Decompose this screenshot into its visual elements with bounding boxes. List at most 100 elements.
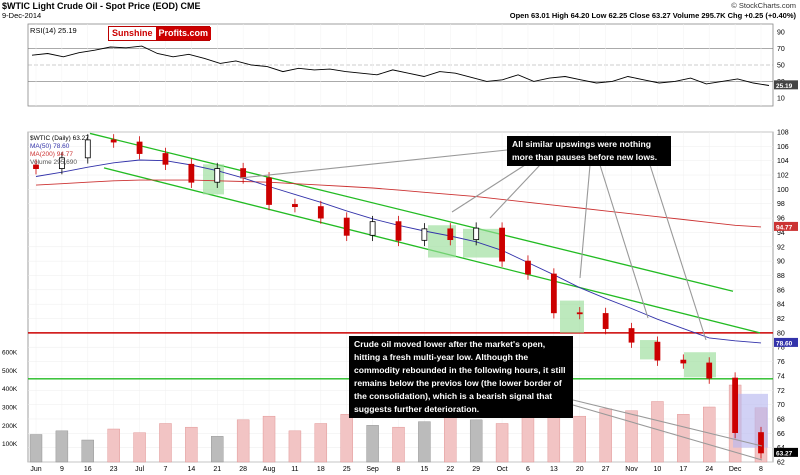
volume-bar — [288, 430, 302, 463]
rsi-last-tag: 25.19 — [776, 83, 793, 90]
price-tick-label: 104 — [777, 158, 789, 165]
price-tick-label: 98 — [777, 201, 785, 208]
volume-bar — [55, 430, 69, 463]
price-legend-item-2: MA(200) 94.77 — [30, 151, 73, 158]
annotation-pointer — [239, 149, 508, 179]
candle-body — [447, 228, 454, 241]
price-tick-label: 102 — [777, 173, 789, 180]
x-tick-label: Aug — [263, 466, 276, 473]
price-tick-label: 84 — [777, 302, 785, 309]
x-tick-label: Jul — [135, 466, 144, 473]
price-tick-label: 108 — [777, 130, 789, 137]
volume-bar — [625, 410, 638, 463]
x-tick-label: 13 — [550, 466, 558, 473]
price-tick-label: 80 — [777, 330, 785, 337]
annotation-pointer — [599, 164, 649, 319]
candle-body — [84, 139, 91, 159]
x-tick-label: Oct — [497, 466, 508, 473]
x-tick-label: 10 — [654, 466, 662, 473]
volume-tick-label: 500K — [2, 368, 18, 375]
annotation-pointer — [451, 164, 526, 213]
price-tick-label: 70 — [777, 402, 785, 409]
candle-body — [525, 260, 531, 275]
volume-bar — [262, 415, 276, 463]
candle-body — [654, 341, 661, 361]
candle-body — [292, 204, 298, 208]
candle-body — [628, 328, 635, 343]
volume-tick-label: 100K — [2, 441, 18, 448]
volume-bar — [469, 419, 483, 463]
chart-header: $WTIC Light Crude Oil - Spot Price (EOD)… — [0, 0, 800, 22]
volume-bar — [81, 439, 94, 463]
volume-bar — [366, 425, 379, 463]
price-tick-label: 96 — [777, 216, 785, 223]
price-tick-label: 74 — [777, 373, 785, 380]
rsi-tick-label: 50 — [777, 63, 785, 70]
price-tick-label: 72 — [777, 388, 785, 395]
logo-part-2: Profits.com — [155, 27, 212, 40]
volume-bar — [159, 423, 172, 463]
volume-bar — [107, 428, 120, 463]
volume-tick-label: 400K — [2, 386, 18, 393]
annotation-pointer — [572, 399, 763, 447]
volume-bar — [418, 421, 431, 463]
x-tick-label: 23 — [110, 466, 118, 473]
volume-bar — [211, 436, 224, 463]
candle-body — [473, 227, 480, 241]
rsi-tick-label: 10 — [777, 95, 785, 102]
price-tick-label: 62 — [777, 460, 785, 467]
price-tick-label: 90 — [777, 259, 785, 266]
x-tick-label: 24 — [705, 466, 713, 473]
volume-bar — [599, 408, 612, 463]
consolidation-box — [640, 340, 658, 360]
ma200-line — [35, 179, 762, 228]
volume-bar — [29, 434, 43, 463]
price-tick-label: 88 — [777, 273, 785, 280]
source-credit: © StockCharts.com — [731, 1, 796, 10]
candle-body — [732, 377, 739, 433]
rsi-label: RSI(14) 25.19 — [30, 26, 77, 35]
x-tick-label: 11 — [291, 466, 298, 473]
channel-upper — [89, 132, 734, 292]
price-tick-label: 100 — [777, 187, 789, 194]
annotation-pointer — [579, 164, 591, 279]
candle-body — [266, 177, 272, 205]
close-last-tag-bg — [774, 447, 798, 457]
rsi-tick-label: 70 — [777, 46, 785, 53]
volume-tick-label: 300K — [2, 405, 18, 412]
x-tick-label: 18 — [317, 466, 325, 473]
volume-bar — [495, 423, 509, 463]
x-tick-label: 21 — [213, 466, 221, 473]
candle-body — [136, 141, 143, 154]
candle-body — [317, 206, 324, 219]
candle-body — [369, 221, 376, 236]
x-tick-label: Jun — [30, 466, 41, 473]
price-tick-label: 78 — [777, 345, 785, 352]
price-tick-label: 66 — [777, 431, 785, 438]
rsi-last-tag-bg — [774, 80, 798, 90]
volume-tick-label: 200K — [2, 423, 18, 430]
price-tick-label: 86 — [777, 287, 785, 294]
consolidation-box — [560, 300, 584, 333]
x-tick-label: 15 — [420, 466, 428, 473]
price-tick-label: 76 — [777, 359, 785, 366]
price-tick-label: 92 — [777, 244, 785, 251]
candle-body — [550, 273, 557, 314]
x-tick-label: 7 — [164, 466, 168, 473]
x-tick-label: 8 — [397, 466, 401, 473]
ma200-last-tag: 94.77 — [776, 224, 793, 231]
symbol-title: $WTIC Light Crude Oil - Spot Price (EOD)… — [2, 1, 201, 11]
price-legend-item-1: MA(50) 78.60 — [30, 143, 70, 150]
x-tick-label: 17 — [679, 466, 687, 473]
candle-body — [602, 313, 609, 329]
x-tick-label: 29 — [472, 466, 480, 473]
rsi-line — [31, 45, 770, 86]
x-tick-label: 27 — [602, 466, 610, 473]
candle-body — [680, 359, 687, 364]
volume-tick-label: 600K — [2, 350, 18, 357]
price-legend-item-0: $WTIC (Daily) 63.27 — [30, 135, 89, 142]
chart-date: 9-Dec-2014 — [2, 11, 42, 20]
ma50-last-tag-bg — [774, 337, 798, 347]
annotation-pointer — [572, 404, 763, 461]
candle-body — [706, 362, 713, 379]
